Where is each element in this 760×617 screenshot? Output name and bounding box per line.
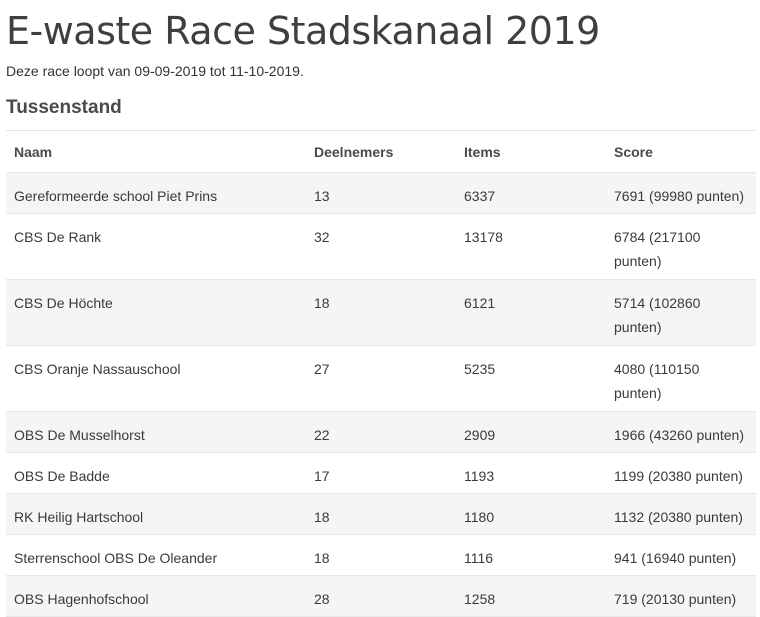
cell-score: 1966 (43260 punten): [606, 411, 756, 453]
cell-items: 1180: [456, 493, 606, 535]
cell-deelnemers: 32: [306, 213, 456, 280]
cell-deelnemers: 18: [306, 534, 456, 576]
table-row: Gereformeerde school Piet Prins 13 6337 …: [6, 172, 756, 214]
cell-score: 4080 (110150 punten): [606, 345, 756, 412]
cell-naam: RK Heilig Hartschool: [6, 493, 306, 535]
cell-naam: Sterrenschool OBS De Oleander: [6, 534, 306, 576]
column-header-score: Score: [606, 130, 756, 173]
cell-items: 5235: [456, 345, 606, 412]
cell-naam: OBS Hagenhofschool: [6, 575, 306, 617]
cell-score: 1199 (20380 punten): [606, 452, 756, 494]
section-title: Tussenstand: [6, 97, 122, 118]
cell-score: 941 (16940 punten): [606, 534, 756, 576]
cell-score: 6784 (217100 punten): [606, 213, 756, 280]
page-title: E-waste Race Stadskanaal 2019: [6, 9, 600, 53]
cell-items: 1116: [456, 534, 606, 576]
table-header-row: Naam Deelnemers Items Score: [6, 130, 756, 173]
column-header-naam: Naam: [6, 130, 306, 173]
cell-naam: OBS De Musselhorst: [6, 411, 306, 453]
cell-score: 5714 (102860 punten): [606, 279, 756, 346]
table-row: CBS Oranje Nassauschool 27 5235 4080 (11…: [6, 345, 756, 412]
standings-table: Naam Deelnemers Items Score Gereformeerd…: [6, 130, 756, 617]
cell-deelnemers: 27: [306, 345, 456, 412]
table-row: OBS De Musselhorst 22 2909 1966 (43260 p…: [6, 411, 756, 453]
cell-naam: OBS De Badde: [6, 452, 306, 494]
cell-deelnemers: 18: [306, 493, 456, 535]
cell-score: 1132 (20380 punten): [606, 493, 756, 535]
table-row: OBS De Badde 17 1193 1199 (20380 punten): [6, 452, 756, 494]
cell-deelnemers: 18: [306, 279, 456, 346]
cell-deelnemers: 17: [306, 452, 456, 494]
cell-items: 6121: [456, 279, 606, 346]
cell-items: 1193: [456, 452, 606, 494]
column-header-items: Items: [456, 130, 606, 173]
cell-naam: CBS De Rank: [6, 213, 306, 280]
cell-items: 6337: [456, 172, 606, 214]
cell-deelnemers: 13: [306, 172, 456, 214]
cell-items: 1258: [456, 575, 606, 617]
table-row: CBS De Höchte 18 6121 5714 (102860 punte…: [6, 279, 756, 346]
cell-naam: CBS De Höchte: [6, 279, 306, 346]
cell-deelnemers: 22: [306, 411, 456, 453]
cell-items: 13178: [456, 213, 606, 280]
table-row: OBS Hagenhofschool 28 1258 719 (20130 pu…: [6, 575, 756, 617]
cell-items: 2909: [456, 411, 606, 453]
table-row: RK Heilig Hartschool 18 1180 1132 (20380…: [6, 493, 756, 535]
table-row: Sterrenschool OBS De Oleander 18 1116 94…: [6, 534, 756, 576]
table-row: CBS De Rank 32 13178 6784 (217100 punten…: [6, 213, 756, 280]
cell-deelnemers: 28: [306, 575, 456, 617]
cell-naam: Gereformeerde school Piet Prins: [6, 172, 306, 214]
cell-naam: CBS Oranje Nassauschool: [6, 345, 306, 412]
race-period-text: Deze race loopt van 09-09-2019 tot 11-10…: [6, 63, 304, 79]
cell-score: 7691 (99980 punten): [606, 172, 756, 214]
cell-score: 719 (20130 punten): [606, 575, 756, 617]
column-header-deelnemers: Deelnemers: [306, 130, 456, 173]
